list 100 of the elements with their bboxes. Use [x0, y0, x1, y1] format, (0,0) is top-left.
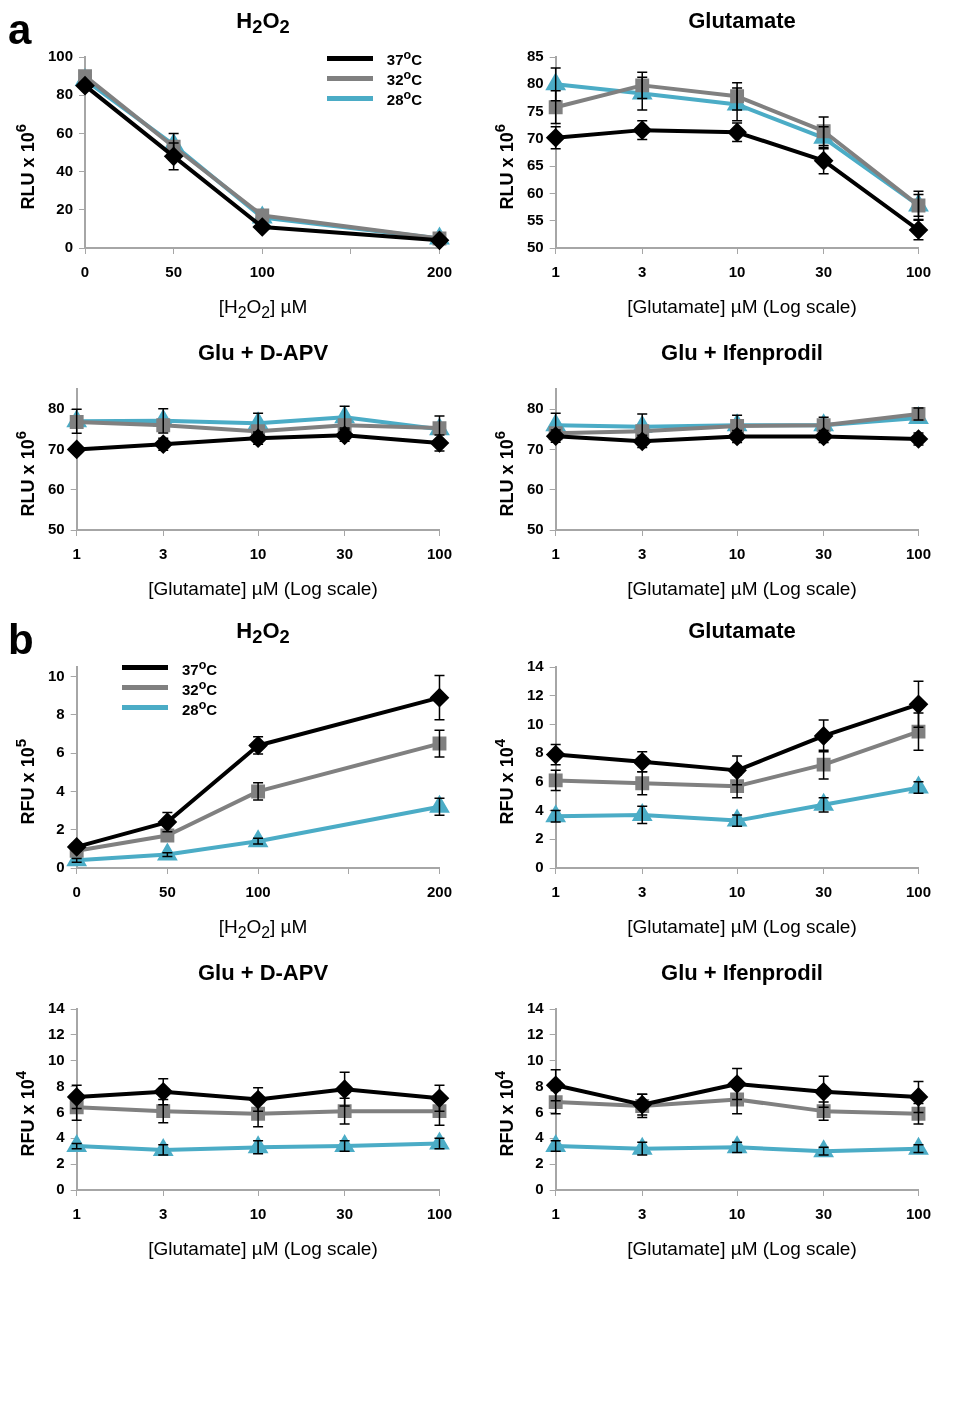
y-tick-label: 6 — [56, 1102, 65, 1120]
chart-title: Glutamate — [687, 617, 797, 645]
x-tick-label: 100 — [905, 263, 931, 281]
y-tick-label: 0 — [64, 238, 74, 256]
legend-label: 32$^{o}$C — [386, 68, 422, 88]
y-tick-label: 14 — [527, 656, 545, 674]
x-tick-label: 3 — [638, 544, 647, 562]
y-tick-label: 4 — [535, 1128, 545, 1146]
chart-title: H$_{2}$O$_{2}$ — [236, 8, 290, 38]
x-tick-label: 200 — [426, 882, 452, 900]
y-tick-label: 8 — [535, 743, 544, 761]
x-tick-label: 30 — [815, 882, 832, 900]
y-tick-label: 50 — [48, 519, 65, 537]
x-axis-title: [H$_{2}$O$_{2}$] µM — [217, 915, 309, 942]
x-tick-label: 10 — [728, 882, 746, 900]
y-tick-label: 0 — [535, 857, 544, 875]
y-tick-label: 12 — [527, 685, 544, 703]
x-tick-label: 100 — [249, 263, 275, 281]
x-tick-label: 30 — [336, 544, 353, 562]
x-tick-label: 100 — [905, 544, 931, 562]
y-tick-label: 65 — [527, 156, 544, 174]
x-tick-label: 1 — [551, 263, 560, 281]
y-tick-label: 6 — [56, 743, 65, 761]
y-tick-label: 8 — [56, 1076, 65, 1094]
legend-label: 32$^{o}$C — [182, 677, 218, 698]
y-tick-label: 10 — [527, 714, 544, 732]
y-tick-label: 4 — [535, 800, 545, 818]
y-tick-label: 80 — [527, 74, 544, 92]
x-tick-label: 10 — [249, 1204, 267, 1222]
legend-label: 37$^{o}$C — [182, 657, 218, 678]
x-tick-label: 1 — [72, 544, 81, 562]
y-tick-label: 40 — [56, 161, 74, 179]
y-tick-label: 10 — [48, 1050, 65, 1068]
x-tick-label: 100 — [426, 1204, 452, 1222]
y-tick-label: 55 — [527, 210, 544, 228]
x-tick-label: 100 — [426, 544, 452, 562]
y-tick-label: 75 — [527, 101, 544, 119]
y-tick-label: 4 — [56, 781, 66, 799]
x-tick-label: 1 — [551, 544, 560, 562]
y-tick-label: 0 — [56, 857, 65, 875]
y-tick-label: 4 — [56, 1128, 66, 1146]
x-tick-label: 10 — [728, 544, 746, 562]
y-tick-label: 2 — [535, 829, 544, 847]
x-tick-label: 100 — [905, 1204, 931, 1222]
legend-label: 37$^{o}$C — [386, 48, 422, 68]
y-tick-label: 50 — [527, 238, 544, 256]
y-tick-label: 60 — [56, 123, 74, 141]
x-tick-label: 3 — [159, 544, 168, 562]
y-tick-label: 80 — [48, 399, 65, 417]
y-tick-label: 12 — [48, 1024, 65, 1042]
y-tick-label: 0 — [535, 1179, 544, 1197]
y-tick-label: 70 — [527, 439, 544, 457]
y-tick-label: 14 — [48, 998, 66, 1016]
x-axis-title: [Glutamate] µM (Log scale) — [626, 1237, 858, 1260]
y-tick-label: 20 — [56, 199, 74, 217]
x-tick-label: 100 — [245, 882, 271, 900]
x-tick-label: 30 — [815, 1204, 832, 1222]
x-tick-label: 1 — [551, 882, 560, 900]
chart-title: Glu + Ifenprodil — [660, 339, 824, 367]
x-tick-label: 30 — [815, 263, 832, 281]
x-tick-label: 3 — [638, 882, 647, 900]
y-tick-label: 2 — [56, 819, 65, 837]
y-tick-label: 6 — [535, 771, 544, 789]
x-axis-title: [Glutamate] µM (Log scale) — [626, 577, 858, 600]
x-tick-label: 200 — [426, 263, 452, 281]
x-tick-label: 1 — [72, 1204, 81, 1222]
x-axis-title: [Glutamate] µM (Log scale) — [626, 915, 858, 938]
y-tick-label: 100 — [48, 47, 74, 65]
chart-title: H$_{2}$O$_{2}$ — [236, 617, 290, 648]
text: a — [8, 6, 32, 53]
x-tick-label: 30 — [815, 544, 832, 562]
chart-title: Glu + D-APV — [196, 959, 330, 987]
x-tick-label: 10 — [728, 263, 746, 281]
y-tick-label: 70 — [48, 439, 65, 457]
y-tick-label: 85 — [527, 47, 544, 65]
y-tick-label: 12 — [527, 1024, 544, 1042]
x-axis-title: [H$_{2}$O$_{2}$] µM — [217, 296, 309, 322]
x-tick-label: 10 — [728, 1204, 746, 1222]
y-tick-label: 60 — [527, 479, 544, 497]
y-tick-label: 0 — [56, 1179, 65, 1197]
x-tick-label: 1 — [551, 1204, 560, 1222]
y-tick-label: 10 — [527, 1050, 544, 1068]
y-tick-label: 8 — [56, 704, 65, 722]
y-tick-label: 8 — [535, 1076, 544, 1094]
x-tick-label: 30 — [336, 1204, 353, 1222]
y-tick-label: 14 — [527, 998, 545, 1016]
legend-label: 28$^{o}$C — [386, 88, 422, 108]
y-tick-label: 60 — [527, 183, 544, 201]
x-tick-label: 50 — [159, 882, 176, 900]
x-tick-label: 100 — [905, 882, 931, 900]
x-tick-label: 3 — [638, 263, 647, 281]
y-tick-label: 50 — [527, 519, 544, 537]
y-tick-label: 6 — [535, 1102, 544, 1120]
y-tick-label: 2 — [56, 1153, 65, 1171]
y-tick-label: 80 — [527, 399, 544, 417]
x-tick-label: 3 — [159, 1204, 168, 1222]
y-tick-label: 70 — [527, 129, 544, 146]
y-tick-label: 10 — [48, 666, 65, 684]
chart-title: Glu + D-APV — [196, 339, 330, 367]
x-axis-title: [Glutamate] µM (Log scale) — [626, 296, 858, 318]
